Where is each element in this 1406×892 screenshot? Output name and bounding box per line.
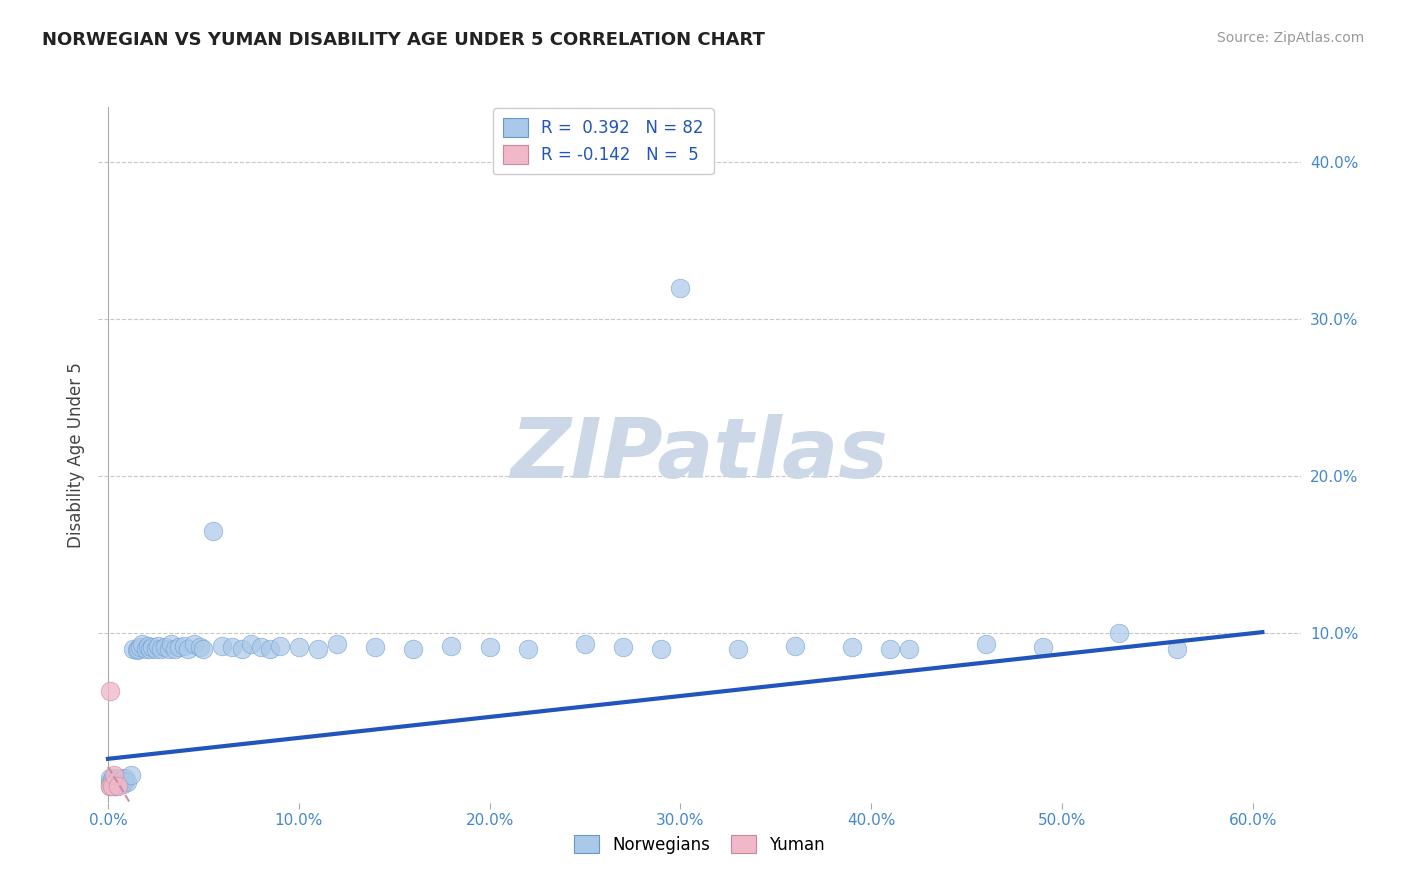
Point [612,640,634,655]
Point [101,775,124,789]
Point [103,771,125,785]
Point [221,640,243,655]
Point [136,639,159,653]
Point [114,773,136,788]
Point [155,640,177,655]
Point [104,773,127,788]
Point [101,779,124,793]
Point [173,639,195,653]
Point [160,637,183,651]
Point [101,777,124,791]
Point [98,779,121,793]
Point [259,641,281,656]
Point [402,641,425,656]
Point [101,772,124,787]
Point [128,641,150,656]
Point [103,773,125,788]
Point [240,637,263,651]
Point [103,775,125,789]
Point [115,775,138,789]
Legend: Norwegians, Yuman: Norwegians, Yuman [568,829,831,861]
Point [188,640,211,655]
Point [121,641,143,656]
Point [211,639,233,653]
Point [108,771,131,785]
Point [125,643,148,657]
Point [1108,626,1130,640]
Point [167,640,190,655]
Text: Source: ZipAtlas.com: Source: ZipAtlas.com [1216,31,1364,45]
Point [107,777,129,791]
Point [177,641,200,656]
Point [103,779,125,793]
Point [108,775,131,789]
Point [516,641,538,656]
Point [145,641,167,656]
Point [307,641,329,656]
Point [139,641,162,656]
Point [141,640,163,655]
Point [249,640,271,655]
Point [841,640,863,655]
Point [1166,641,1188,656]
Point [98,779,121,793]
Point [879,641,901,656]
Point [1032,640,1054,655]
Point [104,777,127,791]
Point [104,772,127,787]
Point [231,641,253,656]
Point [364,640,387,655]
Point [108,777,131,791]
Point [110,775,132,789]
Point [974,637,997,651]
Point [146,639,169,653]
Point [183,637,205,651]
Point [107,779,129,793]
Point [98,771,121,785]
Point [112,772,135,787]
Point [193,641,215,656]
Point [107,772,129,787]
Point [326,637,349,651]
Point [650,641,672,656]
Point [669,280,692,294]
Point [898,641,921,656]
Point [201,524,224,538]
Point [107,773,129,788]
Point [135,641,157,656]
Point [114,771,136,785]
Point [783,639,806,653]
Point [129,640,152,655]
Text: NORWEGIAN VS YUMAN DISABILITY AGE UNDER 5 CORRELATION CHART: NORWEGIAN VS YUMAN DISABILITY AGE UNDER … [42,31,765,49]
Point [157,641,180,656]
Point [107,775,129,789]
Point [103,767,125,781]
Text: ZIPatlas: ZIPatlas [510,415,889,495]
Point [131,637,153,651]
Point [150,641,173,656]
Point [98,684,121,698]
Point [110,773,132,788]
Point [163,641,186,656]
Point [727,641,749,656]
Point [104,779,127,793]
Point [112,777,135,791]
Point [269,639,291,653]
Point [574,637,596,651]
Point [120,767,142,781]
Point [287,640,309,655]
Point [478,640,501,655]
Point [101,773,124,788]
Point [440,639,463,653]
Point [98,775,121,789]
Y-axis label: Disability Age Under 5: Disability Age Under 5 [66,362,84,548]
Point [103,777,125,791]
